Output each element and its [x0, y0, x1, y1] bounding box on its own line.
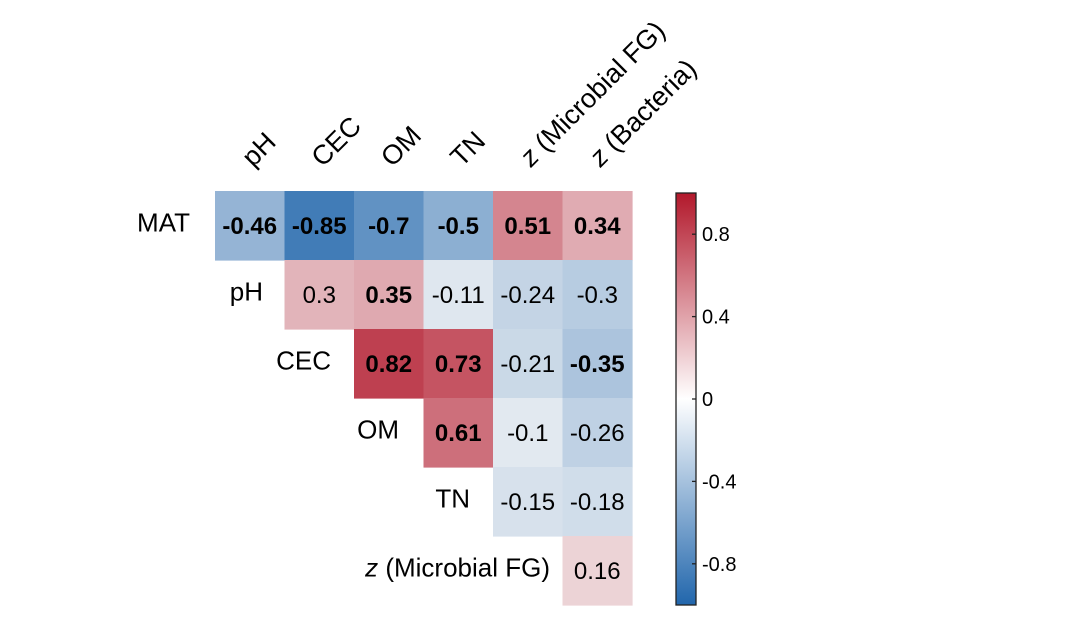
heatmap-cells: -0.46 -0.85 -0.7 -0.5 0.51 0.34 0.3 0.35 -0.11 -0…: [215, 191, 633, 606]
colorbar-tick-label: 0.4: [702, 307, 730, 329]
heatmap-cell: -0.85: [284, 191, 355, 261]
row-label-tn: TN: [435, 484, 470, 514]
cell-rect-z-microbial-fg-z-bacteria: [562, 536, 633, 606]
heatmap-cell: -0.5: [423, 191, 494, 261]
cell-value-label: 0.34: [574, 213, 621, 240]
cell-rect-ph-z-microbial-fg: [493, 260, 564, 330]
cell-value-label: 0.61: [435, 420, 482, 447]
colorbar-tick-label: 0: [702, 389, 713, 411]
row-label-mat: MAT: [137, 208, 190, 238]
heatmap-cell: 0.61: [423, 398, 494, 468]
column-label-om: OM: [375, 120, 427, 172]
column-label-tn: TN: [445, 126, 492, 173]
cell-rect-ph-cec: [284, 260, 355, 330]
row-label-ph: pH: [230, 277, 263, 307]
heatmap-cell: -0.18: [562, 467, 633, 537]
cell-value-label: 0.3: [303, 282, 336, 309]
cell-rect-ph-z-bacteria: [562, 260, 633, 330]
cell-rect-cec-tn: [423, 329, 494, 399]
heatmap-cell: 0.35: [354, 260, 425, 330]
row-labels: MAT pH CEC OM TN z (Microbial FG): [137, 208, 550, 583]
cell-rect-om-z-microbial-fg: [493, 398, 564, 468]
heatmap-cell: 0.51: [493, 191, 564, 261]
heatmap-cell: -0.3: [562, 260, 633, 330]
row-label-cec: CEC: [276, 346, 331, 376]
cell-value-label: -0.11: [432, 282, 485, 309]
cell-value-label: 0.73: [435, 351, 482, 378]
heatmap-cell: -0.1: [493, 398, 564, 468]
cell-value-label: -0.85: [292, 213, 347, 240]
heatmap-cell: -0.21: [493, 329, 564, 399]
cell-value-label: 0.82: [365, 351, 412, 378]
colorbar-tick-label: 0.8: [702, 224, 730, 246]
column-label-ph: pH: [236, 127, 282, 173]
cell-value-label: -0.21: [500, 351, 555, 378]
heatmap-cell: -0.46: [215, 191, 286, 261]
cell-rect-mat-om: [354, 191, 425, 261]
cell-value-label: -0.18: [570, 489, 625, 516]
heatmap-cell: 0.73: [423, 329, 494, 399]
cell-value-label: -0.5: [438, 213, 479, 240]
heatmap-cell: -0.26: [562, 398, 633, 468]
cell-value-label: -0.15: [500, 489, 555, 516]
cell-value-label: 0.35: [365, 282, 412, 309]
heatmap-cell: 0.16: [562, 536, 633, 606]
row-label-om: OM: [357, 415, 399, 445]
heatmap-cell: -0.24: [493, 260, 564, 330]
heatmap-cell: -0.11: [423, 260, 494, 330]
cell-rect-cec-z-microbial-fg: [493, 329, 564, 399]
colorbar-tick-label: -0.8: [702, 554, 736, 576]
heatmap-cell: -0.15: [493, 467, 564, 537]
cell-value-label: 0.16: [574, 558, 621, 585]
cell-value-label: -0.24: [500, 282, 555, 309]
cell-rect-cec-om: [354, 329, 425, 399]
cell-rect-mat-ph: [215, 191, 286, 261]
cell-rect-mat-cec: [284, 191, 355, 261]
cell-rect-cec-z-bacteria: [562, 329, 633, 399]
column-labels: pH CEC OM TN z (Microbial FG)z (Bacteria): [236, 15, 702, 173]
column-label-cec: CEC: [306, 111, 368, 173]
heatmap-cell: 0.82: [354, 329, 425, 399]
cell-rect-ph-tn: [423, 260, 494, 330]
cell-value-label: -0.3: [577, 282, 618, 309]
cell-rect-tn-z-bacteria: [562, 467, 633, 537]
row-label-z-microbial-fg: z (Microbial FG): [364, 553, 550, 583]
heatmap-cell: -0.35: [562, 329, 633, 399]
cell-rect-mat-z-bacteria: [562, 191, 633, 261]
cell-value-label: -0.46: [222, 213, 277, 240]
cell-rect-ph-om: [354, 260, 425, 330]
heatmap-cell: 0.34: [562, 191, 633, 261]
cell-value-label: -0.7: [368, 213, 409, 240]
colorbar: 0.8 0.4 0 -0.4 -0.8: [675, 192, 736, 606]
heatmap-cell: 0.3: [284, 260, 355, 330]
cell-value-label: 0.51: [504, 213, 551, 240]
cell-rect-om-z-bacteria: [562, 398, 633, 468]
colorbar-tick-label: -0.4: [702, 471, 736, 493]
cell-value-label: -0.1: [507, 420, 548, 447]
cell-rect-mat-z-microbial-fg: [493, 191, 564, 261]
cell-value-label: -0.26: [570, 420, 625, 447]
cell-rect-tn-z-microbial-fg: [493, 467, 564, 537]
heatmap-cell: -0.7: [354, 191, 425, 261]
cell-rect-om-tn: [423, 398, 494, 468]
cell-value-label: -0.35: [570, 351, 625, 378]
cell-rect-mat-tn: [423, 191, 494, 261]
